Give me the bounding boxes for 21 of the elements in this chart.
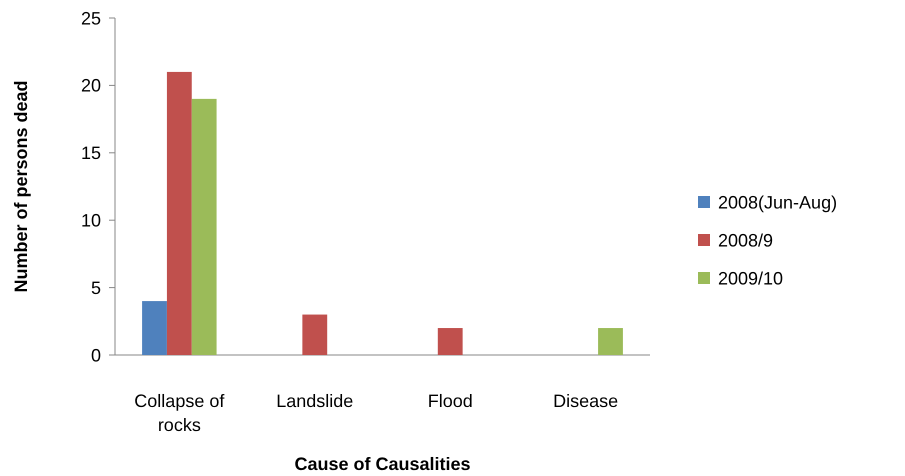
x-tick-label: Disease [553, 391, 618, 411]
y-tick-label: 10 [80, 210, 101, 230]
legend-label: 2009/10 [718, 268, 784, 288]
y-tick-label: 0 [90, 345, 101, 366]
y-tick-label: 5 [90, 278, 101, 298]
bar [142, 301, 167, 355]
y-tick-label: 15 [80, 143, 101, 164]
legend-label: 2008/9 [718, 230, 774, 250]
bar [438, 328, 463, 355]
bar [302, 314, 328, 355]
x-tick-label: Collapse of rocks [134, 391, 226, 435]
y-axis-title: Number of persons dead [11, 80, 31, 293]
bar [598, 328, 623, 355]
x-axis-title: Cause of Causalities [294, 454, 471, 474]
y-tick-label: 25 [80, 8, 101, 28]
y-tick-label: 20 [80, 76, 101, 96]
bar [166, 72, 192, 355]
legend-label: 2008(Jun-Aug) [718, 192, 838, 212]
bar [192, 98, 217, 355]
x-tick-label: Flood [428, 391, 473, 411]
x-tick-label: Landslide [276, 391, 354, 411]
